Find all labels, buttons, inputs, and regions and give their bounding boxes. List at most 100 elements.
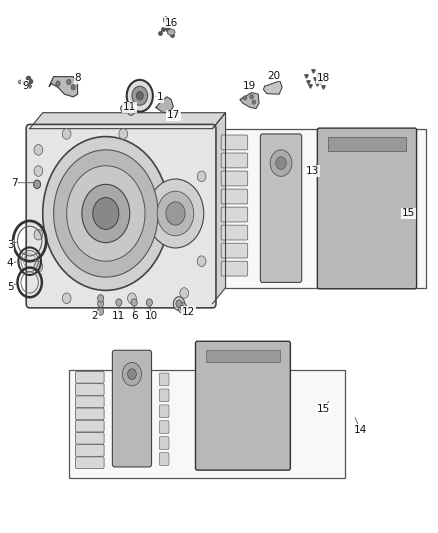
Polygon shape: [49, 77, 78, 97]
Circle shape: [62, 128, 71, 139]
Bar: [69, 370, 345, 478]
Circle shape: [197, 256, 206, 266]
Text: 13: 13: [306, 166, 319, 176]
FancyBboxPatch shape: [159, 421, 169, 433]
Circle shape: [180, 305, 185, 311]
Circle shape: [244, 96, 247, 100]
Circle shape: [122, 362, 141, 386]
Bar: [25, 80, 32, 88]
FancyBboxPatch shape: [221, 153, 248, 168]
FancyBboxPatch shape: [75, 384, 104, 395]
Text: 16: 16: [165, 18, 178, 28]
Text: 8: 8: [74, 73, 81, 83]
Ellipse shape: [25, 83, 30, 86]
Circle shape: [34, 180, 41, 189]
FancyBboxPatch shape: [221, 243, 248, 258]
FancyBboxPatch shape: [159, 373, 169, 386]
FancyBboxPatch shape: [195, 341, 290, 470]
FancyBboxPatch shape: [221, 189, 248, 204]
FancyBboxPatch shape: [75, 408, 104, 419]
FancyBboxPatch shape: [159, 405, 169, 418]
FancyBboxPatch shape: [318, 128, 417, 289]
Text: 17: 17: [167, 110, 180, 120]
Text: 11: 11: [123, 102, 136, 112]
Circle shape: [34, 261, 43, 272]
Text: 10: 10: [145, 311, 158, 321]
Circle shape: [119, 128, 127, 139]
Circle shape: [71, 85, 75, 90]
Circle shape: [56, 81, 60, 86]
Text: 15: 15: [402, 208, 415, 219]
Circle shape: [136, 92, 143, 100]
Circle shape: [178, 303, 187, 313]
Text: 6: 6: [131, 311, 138, 321]
FancyBboxPatch shape: [159, 389, 169, 402]
Text: 14: 14: [354, 425, 367, 435]
Circle shape: [176, 300, 182, 308]
Circle shape: [93, 198, 119, 229]
Text: 19: 19: [243, 81, 256, 91]
Text: 12: 12: [182, 306, 195, 317]
Text: 3: 3: [7, 240, 14, 251]
Text: 2: 2: [92, 311, 98, 321]
Circle shape: [166, 202, 185, 225]
FancyBboxPatch shape: [75, 372, 104, 383]
Text: 18: 18: [317, 73, 330, 83]
Polygon shape: [156, 97, 173, 113]
Circle shape: [173, 297, 185, 311]
Circle shape: [127, 293, 136, 304]
Circle shape: [127, 369, 136, 379]
Circle shape: [163, 17, 169, 23]
Text: 7: 7: [11, 177, 18, 188]
FancyBboxPatch shape: [221, 207, 248, 222]
Circle shape: [67, 79, 71, 85]
Polygon shape: [212, 113, 226, 304]
Text: 11: 11: [112, 311, 126, 321]
Text: 15: 15: [317, 403, 330, 414]
FancyBboxPatch shape: [75, 396, 104, 408]
Circle shape: [197, 171, 206, 182]
FancyBboxPatch shape: [75, 445, 104, 456]
Circle shape: [82, 184, 130, 243]
Circle shape: [98, 308, 104, 316]
FancyBboxPatch shape: [75, 432, 104, 444]
Ellipse shape: [18, 80, 24, 84]
FancyBboxPatch shape: [159, 437, 169, 449]
Polygon shape: [240, 93, 259, 109]
Circle shape: [34, 229, 43, 240]
Ellipse shape: [167, 29, 175, 35]
Circle shape: [131, 299, 137, 306]
Circle shape: [127, 80, 153, 112]
Circle shape: [276, 157, 286, 169]
Text: 1: 1: [157, 92, 163, 102]
FancyBboxPatch shape: [26, 124, 216, 308]
Circle shape: [132, 86, 148, 106]
Circle shape: [67, 166, 145, 261]
Circle shape: [270, 150, 292, 176]
Circle shape: [34, 166, 43, 176]
Circle shape: [34, 144, 43, 155]
Circle shape: [127, 107, 134, 115]
FancyBboxPatch shape: [159, 453, 169, 465]
FancyBboxPatch shape: [221, 225, 248, 240]
Text: 20: 20: [267, 70, 280, 80]
FancyBboxPatch shape: [221, 261, 248, 276]
Circle shape: [157, 191, 194, 236]
Circle shape: [53, 150, 158, 277]
Circle shape: [116, 299, 122, 306]
Circle shape: [98, 295, 104, 302]
Bar: [206, 350, 280, 362]
Circle shape: [252, 100, 255, 104]
Polygon shape: [30, 113, 226, 128]
Circle shape: [43, 136, 169, 290]
Circle shape: [120, 104, 127, 113]
Text: 4: 4: [7, 259, 14, 268]
FancyBboxPatch shape: [221, 135, 248, 150]
Polygon shape: [263, 81, 282, 94]
FancyBboxPatch shape: [221, 171, 248, 186]
Bar: [328, 136, 406, 151]
Circle shape: [98, 300, 104, 308]
Circle shape: [250, 95, 253, 99]
Circle shape: [180, 288, 188, 298]
FancyBboxPatch shape: [75, 457, 104, 469]
